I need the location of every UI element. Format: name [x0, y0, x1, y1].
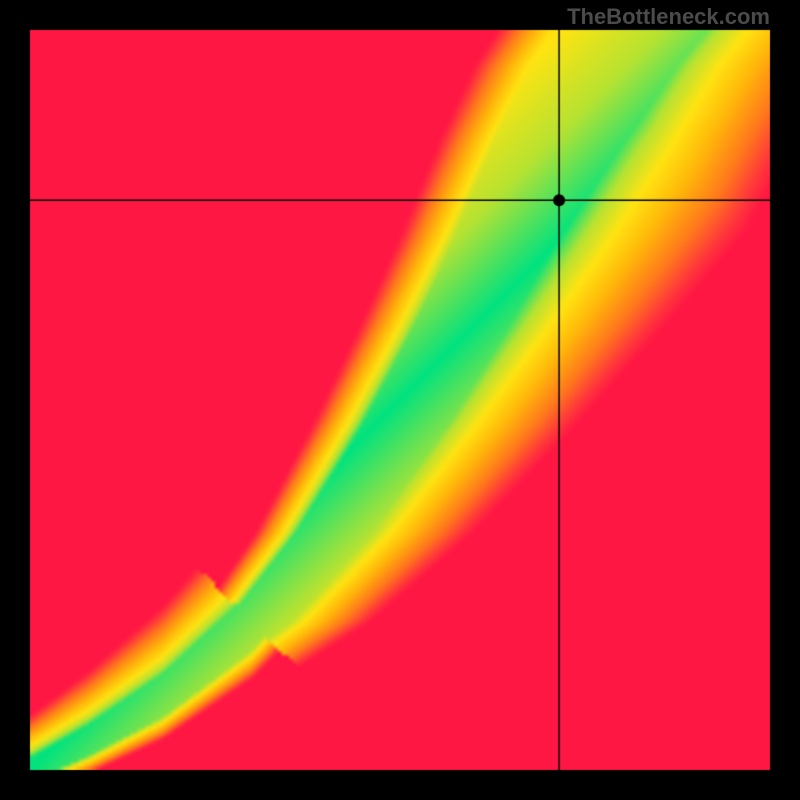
attribution-label: TheBottleneck.com	[567, 4, 770, 30]
bottleneck-heatmap	[0, 0, 800, 800]
chart-container: TheBottleneck.com	[0, 0, 800, 800]
